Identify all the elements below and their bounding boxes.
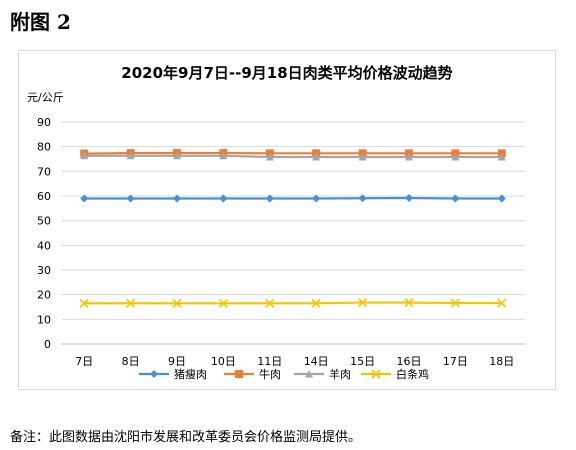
data-point (305, 370, 313, 378)
legend-label: 牛肉 (259, 367, 281, 381)
grid-lines (61, 121, 525, 345)
x-tick-label: 10日 (211, 355, 236, 368)
series-group (79, 149, 507, 308)
data-point (80, 194, 89, 203)
legend-label: 白条鸡 (396, 367, 429, 381)
legend-label: 羊肉 (329, 367, 351, 381)
data-point (312, 194, 321, 203)
legend-item: 羊肉 (294, 367, 351, 381)
data-point (80, 151, 89, 160)
data-point (126, 194, 135, 203)
data-point (497, 153, 506, 161)
data-point (311, 298, 321, 308)
y-tick-label: 60 (37, 190, 51, 203)
chart-title: 2020年9月7日--9月18日肉类平均价格波动趋势 (121, 64, 452, 82)
series-line (84, 301, 502, 305)
chart-frame: 2020年9月7日--9月18日肉类平均价格波动趋势 元/公斤 0 10 20 30 4… (18, 50, 556, 390)
series-x (79, 297, 507, 308)
data-point (405, 193, 413, 202)
data-point (173, 194, 181, 203)
data-point (150, 370, 158, 378)
data-point (497, 194, 506, 203)
x-tick-label: 17日 (443, 355, 468, 368)
legend: 猪瘦肉 牛肉 羊肉 白条鸡 (139, 367, 429, 381)
x-tick-label: 14日 (304, 355, 329, 368)
y-tick-label: 20 (37, 289, 51, 302)
data-point (265, 153, 274, 161)
data-point (312, 153, 321, 161)
x-tick-label: 8日 (122, 355, 140, 368)
legend-label: 猪瘦肉 (174, 367, 207, 381)
data-point (79, 298, 89, 308)
data-point (404, 297, 414, 308)
y-tick-label: 80 (37, 141, 51, 154)
x-tick-label: 9日 (168, 355, 186, 368)
data-point (173, 151, 181, 160)
x-tick-label: 15日 (350, 355, 375, 368)
series-line (84, 154, 502, 159)
data-point (126, 298, 136, 308)
data-point (451, 153, 460, 161)
footnote: 备注：此图数据由沈阳市发展和改革委员会价格监测局提供。 (10, 430, 362, 445)
x-tick-label: 16日 (397, 355, 422, 368)
data-point (172, 298, 182, 308)
legend-item: 牛肉 (224, 367, 281, 381)
price-trend-chart: 2020年9月7日--9月18日肉类平均价格波动趋势 元/公斤 0 10 20 30 4… (27, 64, 525, 381)
data-point (358, 153, 367, 161)
data-point (451, 194, 460, 203)
data-point (358, 297, 368, 308)
data-point (450, 298, 460, 308)
data-point (219, 151, 228, 160)
series-diamond (80, 193, 506, 203)
data-point (358, 194, 367, 203)
x-tick-label: 18日 (489, 355, 514, 368)
data-point (371, 369, 381, 379)
data-point (218, 298, 228, 308)
y-tick-label: 0 (44, 338, 51, 351)
data-point (265, 194, 274, 203)
y-tick-label: 40 (37, 239, 51, 252)
y-tick-label: 90 (37, 116, 51, 129)
y-axis-tick-labels: 0 10 20 30 40 50 60 70 80 90 (37, 116, 51, 351)
series-triangle (80, 151, 506, 161)
data-point (126, 151, 135, 160)
data-point (265, 298, 275, 308)
legend-item: 白条鸡 (361, 367, 429, 381)
data-point (219, 194, 228, 203)
x-axis-tick-labels: 7日 8日 9日 10日 11日 14日 15日 16日 17日 18日 (75, 355, 514, 368)
y-tick-label: 30 (37, 264, 51, 277)
y-axis-unit-label: 元/公斤 (27, 91, 64, 104)
y-tick-label: 70 (37, 165, 51, 178)
legend-item: 猪瘦肉 (139, 367, 207, 381)
data-point (235, 370, 243, 378)
x-tick-label: 11日 (257, 355, 282, 368)
y-tick-label: 50 (37, 215, 51, 228)
figure-label: 附图 2 (10, 10, 71, 34)
x-tick-label: 7日 (75, 355, 93, 368)
data-point (497, 298, 507, 308)
y-tick-label: 10 (37, 313, 51, 326)
data-point (405, 153, 413, 161)
